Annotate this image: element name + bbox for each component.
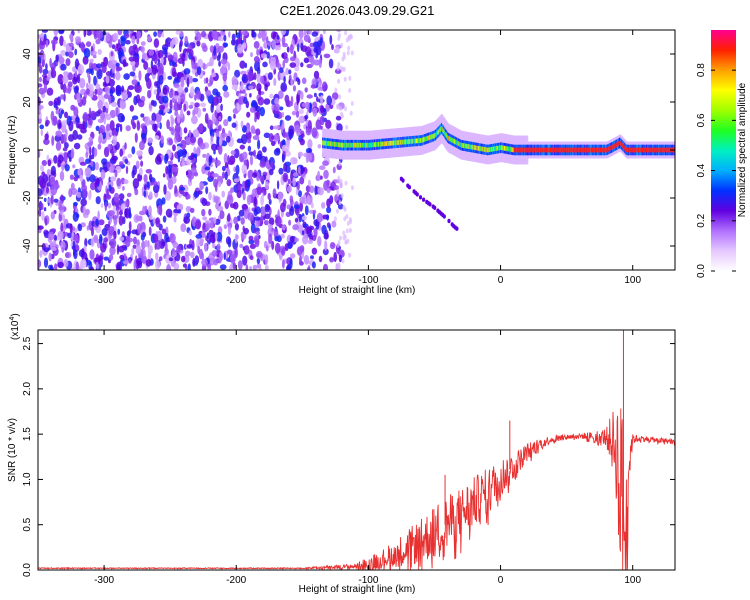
snr-x-tick-label: 100 [624,575,641,586]
spectrogram-x-tick-label: 100 [624,275,641,286]
snr-ticks: -300 -200 -100 0 100 0.0 0.5 1.0 1.5 2.0 2.5 [22,330,675,586]
snr-y-axis-label: SNR (10 * v/v) [7,418,18,482]
spectrogram-x-tick-label: -200 [226,275,246,286]
spectrogram-x-tick-label: -100 [358,275,378,286]
spectrogram-image [38,30,675,270]
snr-x-tick-label: -300 [94,575,114,586]
spectrogram-y-axis-label: Frequency (Hz) [7,116,18,185]
snr-y-tick-label: 2.5 [22,336,33,350]
snr-x-tick-label: -200 [226,575,246,586]
snr-line [38,408,675,570]
snr-x-axis-label: Height of straight line (km) [299,584,416,595]
spectrogram-y-tick-label: -20 [22,190,33,205]
secondary-track [399,176,459,231]
spectrogram-y-tick-label: 40 [22,48,33,60]
chart-title: C2E1.2026.043.09.29.G21 [280,3,435,18]
snr-y-tick-label: 1.0 [22,472,33,486]
snr-series [38,330,675,570]
spectrogram-ticks: -300 -200 -100 0 100 40 20 0 -20 -40 [22,30,675,286]
spectrogram-y-tick-label: 20 [22,96,33,108]
colorbar-label: Normalized spectral amplitude [737,82,748,217]
snr-multiplier-label: (x104) [9,313,21,340]
colorbar-ticks: 0.0 0.2 0.4 0.6 0.8 [696,63,736,278]
snr-background [38,330,675,570]
spectrogram-x-axis-label: Height of straight line (km) [299,285,416,296]
colorbar-tick-label: 0.8 [696,63,707,77]
colorbar-tick-label: 0.2 [696,213,707,227]
colorbar-tick-label: 0.6 [696,113,707,127]
snr-y-tick-label: 0.0 [22,563,33,577]
colorbar: 0.0 0.2 0.4 0.6 0.8 Normalized spectral ampl… [696,30,748,278]
snr-y-tick-label: 1.5 [22,427,33,441]
snr-x-tick-label: -100 [358,575,378,586]
signal-ridge [322,114,675,165]
snr-y-tick-label: 2.0 [22,381,33,395]
colorbar-gradient [711,30,736,271]
spectrogram-y-tick-label: 0 [22,147,33,153]
snr-panel: -300 -200 -100 0 100 0.0 0.5 1.0 1.5 2.0 2.5 Heigh… [7,313,676,595]
colorbar-tick-label: 0.4 [696,163,707,177]
snr-frame [37,329,676,571]
snr-x-tick-label: 0 [498,575,504,586]
spectrogram-x-tick-label: -300 [94,275,114,286]
spectrogram-y-tick-label: -40 [22,238,33,253]
spectrogram-x-tick-label: 0 [498,275,504,286]
snr-y-tick-label: 0.5 [22,517,33,531]
spectrogram-panel: -300 -200 -100 0 100 40 20 0 -20 -40 Height of st… [7,29,676,296]
colorbar-tick-label: 0.0 [696,264,707,278]
